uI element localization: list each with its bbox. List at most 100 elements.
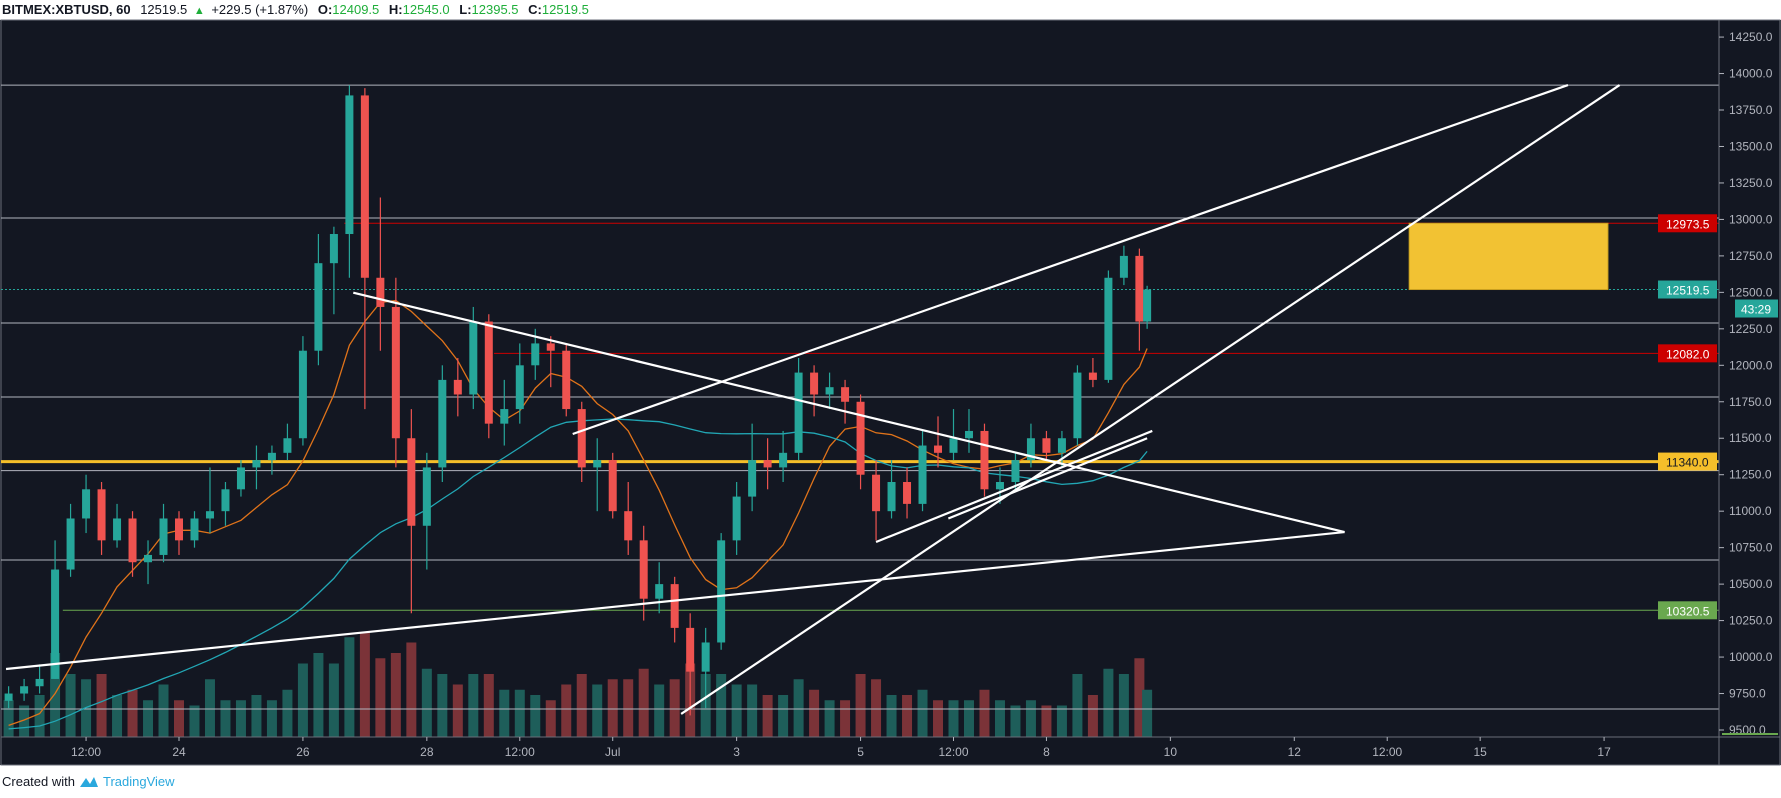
attribution: Created with TradingView: [2, 774, 175, 789]
candle-body: [97, 489, 106, 541]
candle-body: [1026, 438, 1035, 461]
last-price: 12519.5: [140, 2, 188, 17]
candle-body: [82, 489, 91, 519]
volume-bar: [158, 684, 169, 737]
price-tick-label: 13250.0: [1729, 176, 1773, 190]
candle-body: [221, 489, 230, 512]
candle-body: [345, 95, 354, 235]
candle: [546, 336, 555, 388]
candle: [686, 613, 695, 716]
candle: [360, 88, 369, 410]
volume-bar: [96, 674, 107, 737]
candle-body: [1073, 372, 1082, 439]
candle: [918, 430, 927, 512]
candle-body: [1135, 255, 1144, 322]
volume-bar: [143, 700, 154, 737]
volume-bar: [809, 689, 820, 737]
candle: [949, 409, 958, 461]
volume-bar: [189, 705, 200, 737]
volume-bar: [34, 695, 45, 737]
moving-average-fast: [8, 299, 1148, 727]
candle-body: [1104, 277, 1113, 380]
candle: [407, 409, 416, 614]
candle: [314, 234, 323, 366]
candle: [1026, 423, 1035, 468]
time-tick-label: 5: [857, 745, 864, 759]
volume-bar: [1087, 695, 1098, 737]
candle: [221, 482, 230, 526]
trendline: [947, 437, 1148, 520]
trendline: [875, 429, 1153, 543]
volume-bar: [375, 658, 386, 737]
candle: [779, 430, 788, 483]
candle-body: [1088, 372, 1097, 380]
candle: [329, 226, 338, 315]
volume-bar: [638, 668, 649, 737]
price-tick-label: 12750.0: [1729, 249, 1773, 263]
target-box: [1408, 222, 1609, 291]
candle: [841, 379, 850, 424]
candle: [608, 452, 617, 519]
candle: [267, 445, 276, 475]
candle: [1135, 248, 1144, 351]
volume-bar: [1134, 658, 1145, 737]
candle: [732, 482, 741, 555]
candle: [670, 576, 679, 643]
open-value: 12409.5: [332, 2, 380, 17]
candle-body: [655, 584, 664, 599]
volume-bar: [747, 684, 758, 737]
volume-bar: [19, 705, 30, 737]
candle: [655, 562, 664, 614]
price-chart[interactable]: 14250.0 14000.0 13750.0 13500.0 13250.0 13000…: [0, 0, 1781, 770]
candle: [1119, 245, 1128, 286]
candle: [748, 423, 757, 512]
candle-body: [391, 306, 400, 439]
candle: [144, 540, 153, 585]
candle-body: [639, 540, 648, 599]
trendline: [353, 291, 1345, 534]
tradingview-link[interactable]: TradingView: [102, 774, 175, 789]
candle: [484, 314, 493, 439]
candle: [469, 306, 478, 410]
volume-bar: [840, 700, 851, 737]
candle: [717, 533, 726, 650]
candle-body: [438, 379, 447, 468]
volume-bar: [313, 653, 324, 737]
candle: [128, 511, 137, 577]
volume-bar: [545, 700, 556, 737]
volume-bar: [359, 632, 370, 737]
candle-body: [964, 430, 973, 439]
volume-bar: [623, 679, 634, 737]
price-tick-label: 12500.0: [1729, 285, 1773, 299]
candle-body: [995, 482, 1004, 490]
candle: [887, 460, 896, 519]
candle: [500, 379, 509, 446]
candle-body: [329, 234, 338, 264]
symbol-name[interactable]: BITMEX:XBTUSD, 60: [2, 2, 131, 17]
bar-countdown: 43:29: [1741, 303, 1771, 317]
price-tick-label: 10750.0: [1729, 541, 1773, 555]
triangle-up-icon: ▲: [193, 5, 205, 17]
candle-body: [159, 518, 168, 555]
volume-bar: [468, 674, 479, 737]
candle-body: [934, 445, 943, 453]
created-with-text: Created with: [2, 774, 75, 789]
candle-body: [624, 511, 633, 541]
volume-bar: [65, 674, 76, 737]
price-label: 11340.0: [1666, 456, 1709, 470]
candle: [1011, 452, 1020, 490]
tradingview-logo-icon: [79, 776, 98, 787]
high-value: 12545.0: [402, 2, 450, 17]
candle: [298, 336, 307, 446]
volume-bar: [1142, 689, 1153, 737]
candle: [20, 678, 29, 701]
candle: [964, 409, 973, 453]
candle: [1073, 365, 1082, 446]
price-label: 12973.5: [1666, 217, 1710, 231]
candle-body: [190, 518, 199, 541]
close-label: C:: [528, 2, 542, 17]
volume-bar: [762, 695, 773, 737]
candle-body: [205, 511, 214, 519]
candle: [903, 467, 912, 519]
candle: [593, 438, 602, 512]
